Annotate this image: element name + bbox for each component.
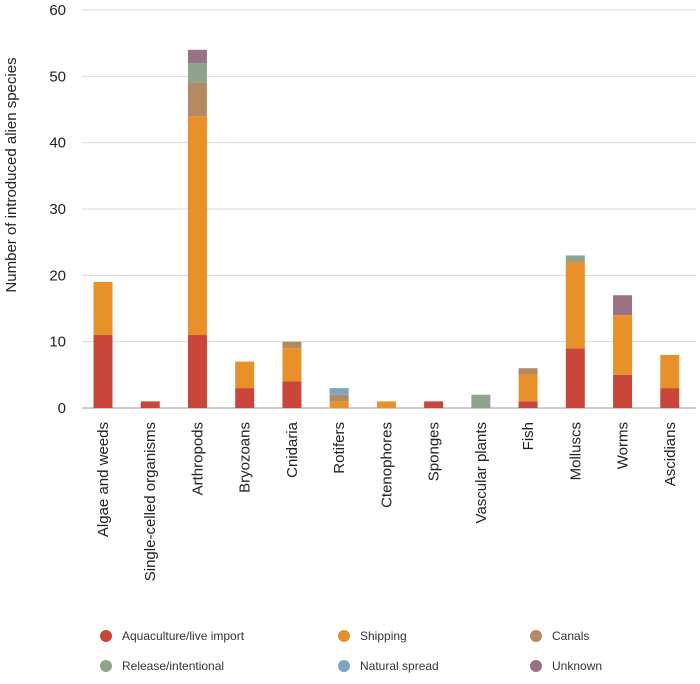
gridlines	[82, 9, 696, 409]
bar-segment	[565, 262, 585, 349]
legend-label: Aquaculture/live import	[122, 629, 245, 643]
bar-segment	[471, 394, 491, 408]
bar-segment	[613, 374, 633, 408]
bar-segment	[282, 341, 302, 349]
y-tick-label: 20	[49, 267, 66, 284]
legend-item: Release/intentional	[100, 656, 224, 676]
bars	[93, 49, 680, 408]
bar-segment	[565, 255, 585, 263]
bar-segment	[565, 348, 585, 408]
y-tick-labels: 0 10 20 30 40 50 60	[49, 2, 66, 417]
bar-segment	[329, 401, 349, 408]
bar-segment	[93, 335, 113, 408]
stacked-bar-chart: 0 10 20 30 40 50 60 Algae and weeds Single-cell…	[3, 2, 696, 581]
category-label: Single-celled organisms	[142, 422, 159, 581]
category-label: Vascular plants	[473, 422, 490, 523]
category-label: Rotifers	[331, 422, 348, 474]
category-label: Ascidians	[662, 422, 679, 486]
legend-label: Shipping	[360, 629, 407, 643]
bar-segment	[518, 401, 538, 408]
category-label: Molluscs	[567, 422, 584, 480]
bar-segment	[660, 388, 680, 408]
y-axis-title: Number of introduced alien species	[3, 57, 20, 292]
y-tick-label: 30	[49, 201, 66, 218]
legend-swatch	[338, 660, 350, 672]
bar-segment	[518, 374, 538, 402]
bar-segment	[613, 315, 633, 375]
bar-segment	[660, 354, 680, 389]
legend-item: Canals	[530, 626, 589, 646]
legend-label: Canals	[552, 629, 590, 643]
legend-item: Shipping	[338, 626, 407, 646]
category-label: Cnidaria	[284, 421, 301, 478]
bar-segment	[235, 388, 255, 408]
legend-label: Natural spread	[360, 659, 439, 673]
bar-segment	[140, 401, 160, 408]
bar-segment	[282, 348, 302, 382]
y-tick-label: 60	[49, 2, 66, 19]
y-tick-label: 0	[58, 400, 66, 417]
legend-item: Aquaculture/live import	[100, 626, 244, 646]
bar-segment	[187, 49, 207, 64]
category-label: Algae and weeds	[95, 422, 112, 537]
bar-segment	[93, 281, 113, 336]
legend: Aquaculture/live import Shipping Canals Rel…	[100, 626, 660, 674]
category-label: Bryozoans	[237, 422, 254, 493]
bar-segment	[613, 295, 633, 316]
bar-segment	[282, 381, 302, 408]
bar-segment	[187, 116, 207, 336]
bar-segment	[518, 368, 538, 375]
bar-segment	[187, 63, 207, 83]
bar-segment	[376, 401, 396, 408]
legend-item: Natural spread	[338, 656, 439, 676]
category-label: Arthropods	[189, 422, 206, 495]
y-tick-label: 40	[49, 135, 66, 152]
y-tick-label: 50	[49, 68, 66, 85]
bar-segment	[329, 394, 349, 402]
category-label: Sponges	[426, 422, 443, 481]
legend-swatch	[100, 660, 112, 672]
legend-label: Release/intentional	[122, 659, 225, 673]
legend-item: Unknown	[530, 656, 602, 676]
bar-segment	[187, 335, 207, 408]
category-label: Fish	[520, 422, 537, 450]
y-tick-label: 10	[49, 334, 66, 351]
legend-label: Unknown	[552, 659, 603, 673]
bar-segment	[235, 361, 255, 389]
category-labels: Algae and weeds Single-celled organisms Ar…	[95, 421, 679, 581]
legend-swatch	[338, 630, 350, 642]
bar-segment	[424, 401, 444, 408]
legend-swatch	[530, 630, 542, 642]
bar-segment	[187, 82, 207, 117]
category-label: Ctenophores	[378, 422, 395, 508]
legend-swatch	[100, 630, 112, 642]
legend-swatch	[530, 660, 542, 672]
category-label: Worms	[615, 422, 632, 469]
bar-segment	[329, 388, 349, 395]
